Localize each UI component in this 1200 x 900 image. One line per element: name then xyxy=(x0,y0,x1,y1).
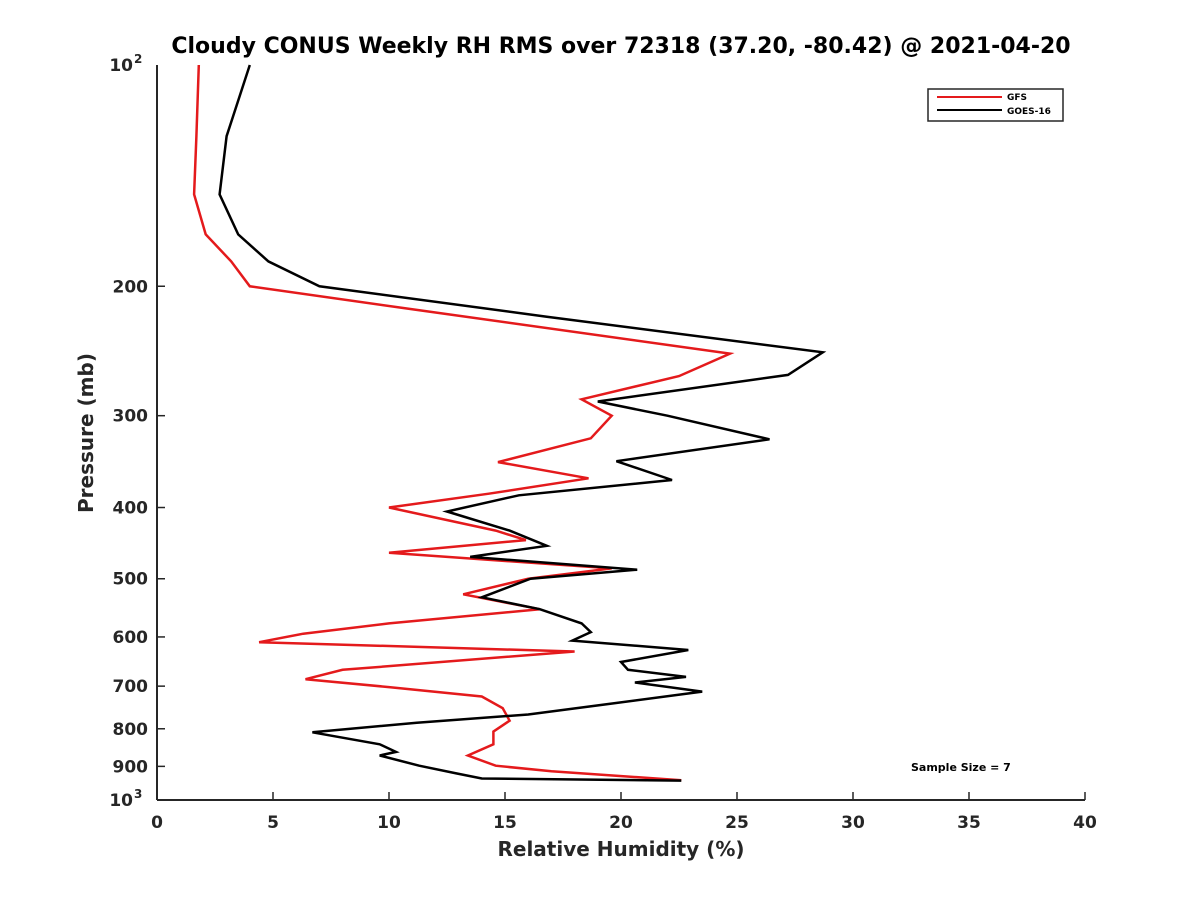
x-tick-label: 40 xyxy=(1073,813,1097,833)
sample-size-annotation: Sample Size = 7 xyxy=(911,761,1011,774)
plot-area: 0 5 10 15 20 25 30 35 40 200 300 400 500 600 700 800 90… xyxy=(109,52,1097,833)
y-tick-label-exponent: 3 xyxy=(134,787,142,801)
y-tick-label: 400 xyxy=(113,499,149,519)
x-axis-label: Relative Humidity (%) xyxy=(497,837,744,861)
y-tick-label-power: 10 xyxy=(109,56,133,76)
y-tick-label-power: 10 xyxy=(109,791,133,811)
series-line-goes16 xyxy=(218,64,827,782)
x-tick-label: 30 xyxy=(841,813,865,833)
legend-label-gfs: GFS xyxy=(1007,93,1027,103)
x-tick-label: 15 xyxy=(493,813,517,833)
series-layer xyxy=(192,64,827,782)
chart-title: Cloudy CONUS Weekly RH RMS over 72318 (3… xyxy=(171,34,1070,59)
x-tick-label: 5 xyxy=(267,813,279,833)
x-tick-label: 20 xyxy=(609,813,633,833)
y-tick-label: 900 xyxy=(113,757,149,777)
x-axis-ticks: 0 5 10 15 20 25 30 35 40 xyxy=(151,792,1097,833)
legend: GFS GOES-16 xyxy=(927,88,1064,122)
y-tick-label: 600 xyxy=(113,628,149,648)
y-tick-label: 200 xyxy=(113,277,149,297)
x-tick-label: 25 xyxy=(725,813,749,833)
x-tick-label: 0 xyxy=(151,813,163,833)
legend-box xyxy=(927,88,1064,122)
x-tick-label: 35 xyxy=(957,813,981,833)
y-axis-label: Pressure (mb) xyxy=(74,353,98,513)
x-tick-label: 10 xyxy=(377,813,401,833)
y-tick-label: 500 xyxy=(113,570,149,590)
legend-label-goes16: GOES-16 xyxy=(1007,107,1051,117)
y-tick-label: 800 xyxy=(113,720,149,740)
y-tick-label: 700 xyxy=(113,677,149,697)
y-tick-label-exponent: 2 xyxy=(134,52,142,66)
y-tick-label: 300 xyxy=(113,407,149,427)
